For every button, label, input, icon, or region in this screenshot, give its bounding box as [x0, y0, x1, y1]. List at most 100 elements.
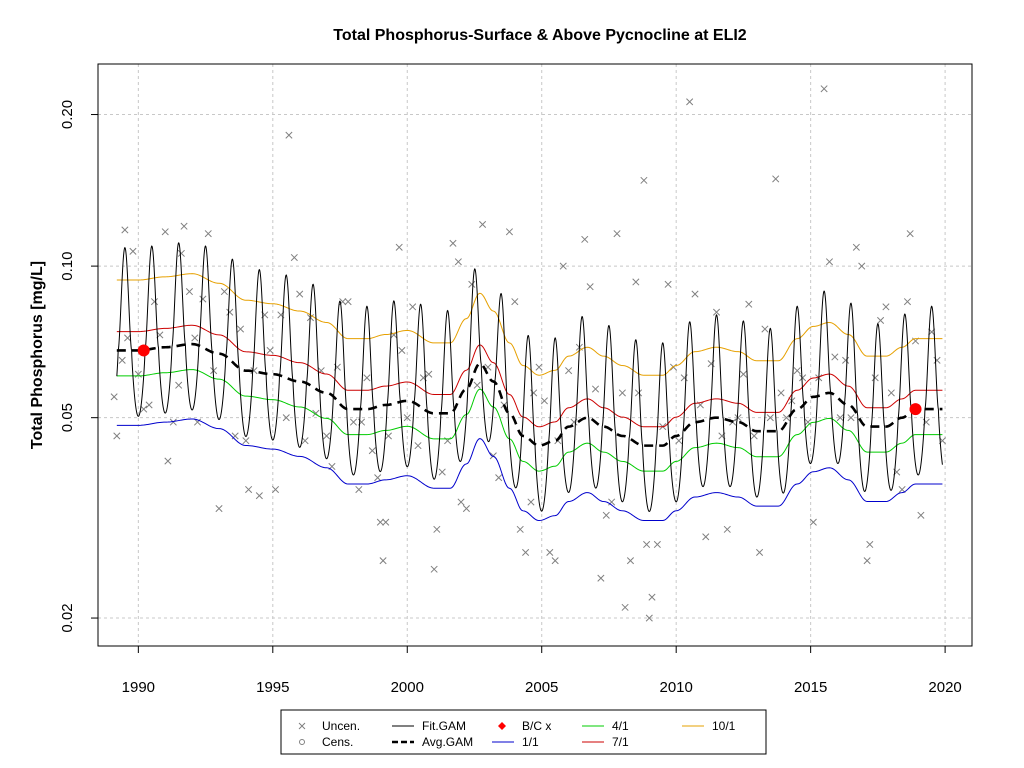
uncensored-point	[323, 432, 331, 440]
y-tick-label: 0.05	[59, 403, 76, 432]
uncensored-point	[282, 414, 290, 422]
uncensored-point	[632, 278, 640, 286]
uncensored-point	[653, 540, 661, 549]
uncensored-point	[836, 414, 844, 422]
uncensored-point	[602, 511, 610, 519]
uncensored-point	[317, 367, 325, 375]
y-tick-label: 0.10	[59, 252, 76, 281]
uncensored-point	[175, 381, 183, 389]
y-tick-label: 0.20	[59, 100, 76, 129]
uncensored-point	[608, 498, 616, 506]
bc-point	[909, 403, 922, 416]
uncensored-point	[591, 385, 600, 393]
uncensored-point	[185, 288, 193, 296]
y-axis-label: Total Phosphorus [mg/L]	[29, 261, 46, 449]
uncensored-point	[734, 414, 742, 422]
fit-gam-line	[116, 242, 943, 513]
legend-label: Cens.	[322, 735, 353, 749]
uncensored-point	[621, 603, 629, 611]
uncensored-point	[863, 557, 871, 565]
uncensored-point	[766, 414, 774, 422]
y-tick-label: 0.02	[59, 603, 76, 632]
uncensored-point	[376, 518, 384, 526]
bc-point	[137, 344, 150, 357]
uncensored-point	[374, 474, 382, 482]
legend-label: Fit.GAM	[422, 719, 466, 733]
uncensored-point	[581, 235, 589, 243]
chart-title: Total Phosphorus-Surface & Above Pycnocl…	[333, 27, 747, 44]
uncensored-point	[777, 389, 785, 397]
uncensored-point	[820, 85, 828, 93]
x-tick-label: 2010	[659, 679, 692, 696]
uncensored-point	[669, 363, 678, 371]
x-tick-label: 1995	[256, 679, 289, 696]
uncensored-point	[449, 239, 457, 247]
legend-label: 4/1	[612, 719, 629, 733]
uncensored-point	[712, 308, 721, 316]
uncensored-point	[193, 418, 202, 426]
uncensored-point	[161, 228, 169, 236]
uncensored-point	[546, 548, 554, 556]
uncensored-point	[266, 346, 274, 354]
uncensored-point	[702, 533, 710, 541]
seasonal-line-10-1	[116, 273, 943, 376]
uncensored-point	[220, 288, 228, 296]
uncensored-point	[618, 389, 626, 397]
uncensored-point	[559, 262, 567, 270]
uncensored-point	[271, 485, 280, 494]
uncensored-point	[877, 316, 885, 324]
uncensored-point	[344, 298, 352, 306]
plot-frame	[97, 63, 973, 647]
uncensored-point	[236, 325, 245, 333]
fit-gam-path	[116, 242, 943, 513]
uncensored-point	[226, 308, 234, 316]
uncensored-point	[933, 356, 941, 364]
uncensored-point	[799, 374, 807, 382]
uncensored-point	[511, 298, 519, 306]
uncensored-point	[858, 262, 866, 270]
uncensored-point	[433, 525, 441, 533]
uncensored-point	[535, 363, 543, 371]
uncensored-point	[140, 405, 148, 413]
uncensored-point	[723, 525, 731, 533]
uncensored-point	[191, 334, 199, 342]
uncensored-point	[527, 498, 535, 506]
x-tick-label: 2005	[525, 679, 558, 696]
uncensored-point	[245, 485, 253, 494]
uncensored-point	[242, 437, 250, 445]
uncensored-point	[750, 432, 758, 440]
uncensored-point	[626, 557, 635, 565]
uncensored-point	[675, 437, 683, 445]
uncensored-point	[180, 222, 188, 230]
uncensored-point	[906, 230, 914, 238]
uncensored-point	[831, 353, 839, 361]
legend-label: 7/1	[612, 735, 629, 749]
uncensored-point	[204, 230, 212, 238]
uncensored-point	[495, 474, 503, 482]
uncensored-point	[686, 98, 694, 106]
uncensored-point	[825, 258, 834, 266]
uncensored-point	[530, 389, 538, 397]
uncensored-point	[887, 389, 895, 397]
uncensored-point	[121, 226, 129, 234]
uncensored-point	[145, 401, 153, 409]
uncensored-point	[613, 230, 621, 238]
uncensored-point	[169, 418, 177, 426]
uncensored-point	[645, 614, 653, 622]
uncensored-point	[438, 468, 446, 476]
uncensored-point	[586, 283, 594, 291]
uncensored-point	[430, 565, 438, 573]
uncensored-point	[745, 300, 753, 308]
uncensored-point	[150, 298, 159, 306]
data-points	[110, 85, 946, 622]
y-axis: 0.02 0.05 0.10 0.20	[59, 100, 98, 633]
uncensored-point	[395, 243, 403, 251]
uncensored-point	[118, 356, 126, 364]
uncensored-point	[866, 540, 874, 549]
uncensored-point	[382, 518, 390, 526]
uncensored-point	[457, 498, 465, 506]
uncensored-point	[468, 280, 476, 288]
uncensored-point	[505, 228, 514, 236]
uncensored-point	[255, 492, 263, 500]
uncensored-point	[379, 557, 387, 565]
